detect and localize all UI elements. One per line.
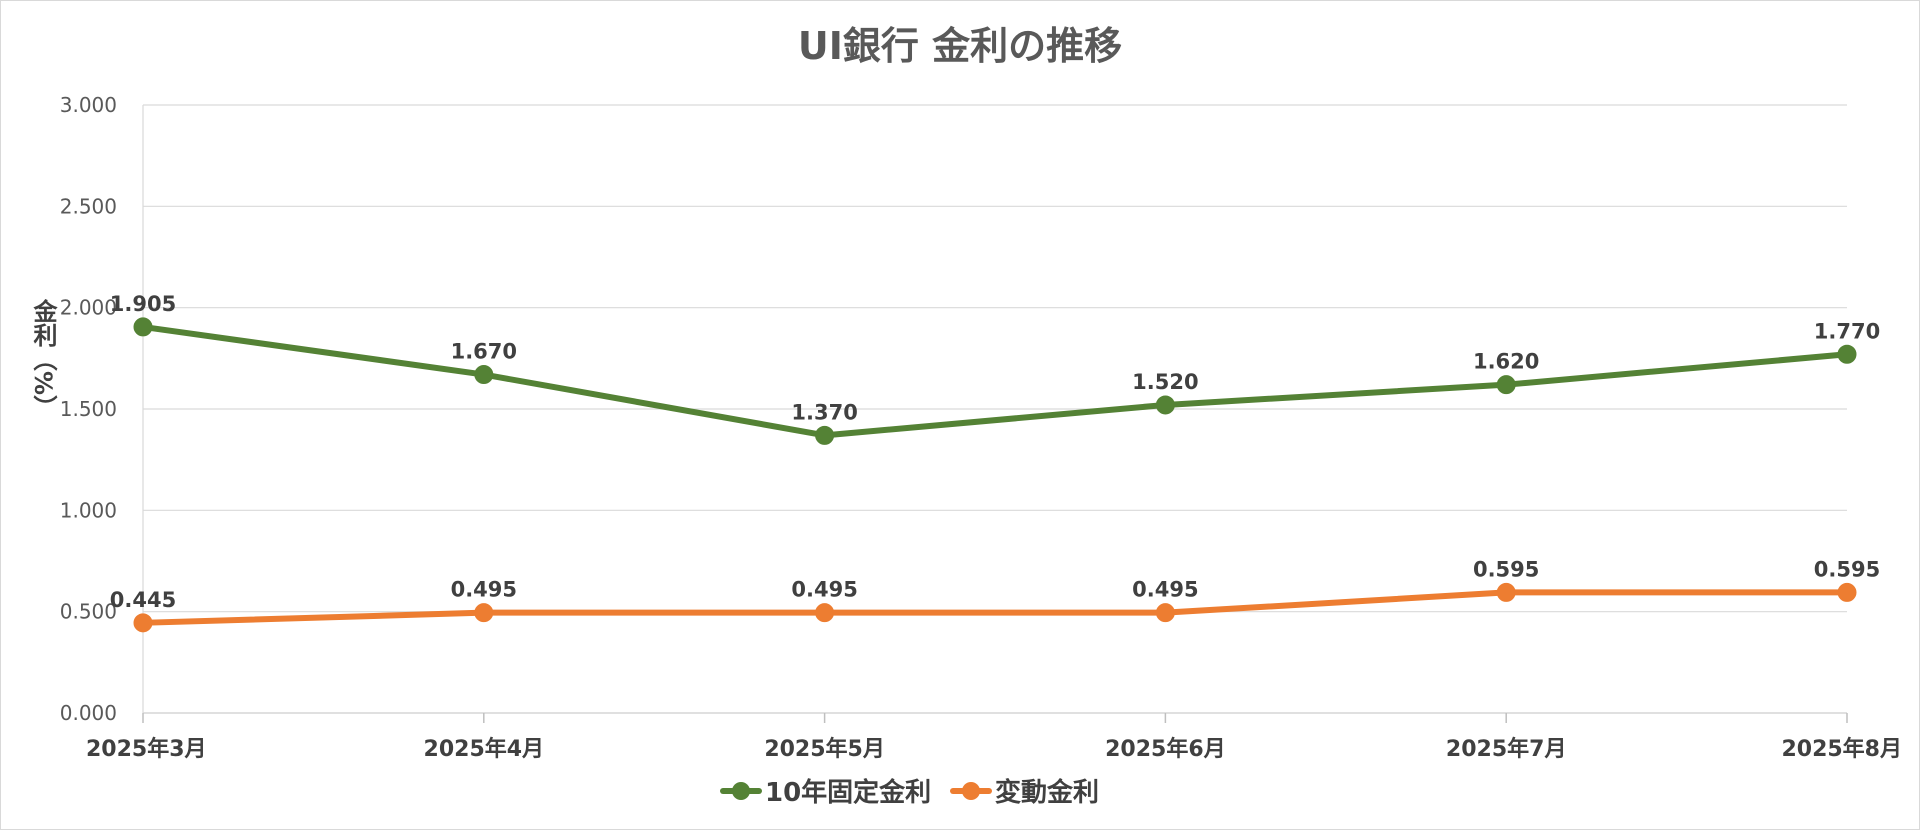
- data-label: 1.520: [1132, 370, 1198, 394]
- data-label: 0.495: [451, 578, 517, 602]
- x-tick-label: 2025年8月: [1781, 736, 1902, 762]
- data-point: [1496, 375, 1516, 395]
- legend-marker-dot: [732, 782, 750, 800]
- data-label: 1.620: [1473, 350, 1539, 374]
- x-axis: 2025年3月 2025年4月 2025年5月 2025年6月 2025年7月 2025年…: [86, 105, 1902, 762]
- y-tick-label: 3.000: [60, 93, 117, 117]
- data-point: [1496, 582, 1516, 602]
- x-tick-label: 2025年5月: [764, 736, 885, 762]
- x-tick-label: 2025年6月: [1105, 736, 1226, 762]
- data-point: [1837, 582, 1857, 602]
- y-axis-label: 金利（%）: [29, 298, 58, 419]
- series-layer: [133, 317, 1857, 633]
- data-labels: 1.905 1.670 1.370 1.520 1.620 1.770 0.445 0.495…: [110, 292, 1880, 612]
- y-tick-label: 2.500: [60, 194, 117, 218]
- data-point: [815, 425, 835, 445]
- data-label: 0.595: [1814, 557, 1880, 581]
- y-axis-title: 金利（%）: [29, 298, 58, 419]
- x-tick-label: 2025年4月: [424, 736, 545, 762]
- series-line-0: [140, 323, 1850, 439]
- data-point: [1155, 395, 1175, 415]
- legend: 10年固定金利 変動金利: [720, 777, 1099, 808]
- x-tick-label: 2025年7月: [1446, 736, 1567, 762]
- legend-item-label: 10年固定金利: [765, 777, 931, 808]
- x-tick-label: 2025年3月: [86, 736, 207, 762]
- data-point: [133, 317, 153, 337]
- data-label: 0.495: [1132, 578, 1198, 602]
- legend-marker-dot: [962, 782, 980, 800]
- data-label: 0.495: [791, 578, 857, 602]
- gridlines: [143, 104, 1847, 714]
- legend-item-label: 変動金利: [995, 777, 1099, 808]
- y-tick-label: 0.500: [60, 600, 117, 624]
- data-point: [1155, 603, 1175, 623]
- y-axis-ticks: 0.000 0.500 1.000 1.500 2.000 2.500 3.000: [60, 93, 117, 725]
- y-tick-label: 1.000: [60, 498, 117, 522]
- data-label: 0.445: [110, 588, 176, 612]
- data-point: [133, 613, 153, 633]
- data-label: 1.670: [451, 340, 517, 364]
- data-point: [474, 365, 494, 385]
- data-label: 1.905: [110, 292, 176, 316]
- series-line-1: [140, 589, 1850, 626]
- data-label: 1.770: [1814, 319, 1880, 343]
- data-point: [474, 603, 494, 623]
- y-tick-label: 0.000: [60, 701, 117, 725]
- y-tick-label: 2.000: [60, 296, 117, 320]
- data-point: [815, 603, 835, 623]
- data-label: 1.370: [791, 400, 857, 424]
- data-label: 0.595: [1473, 557, 1539, 581]
- data-point: [1837, 344, 1857, 364]
- chart-title: UI銀行 金利の推移: [798, 24, 1122, 68]
- y-tick-label: 1.500: [60, 397, 117, 421]
